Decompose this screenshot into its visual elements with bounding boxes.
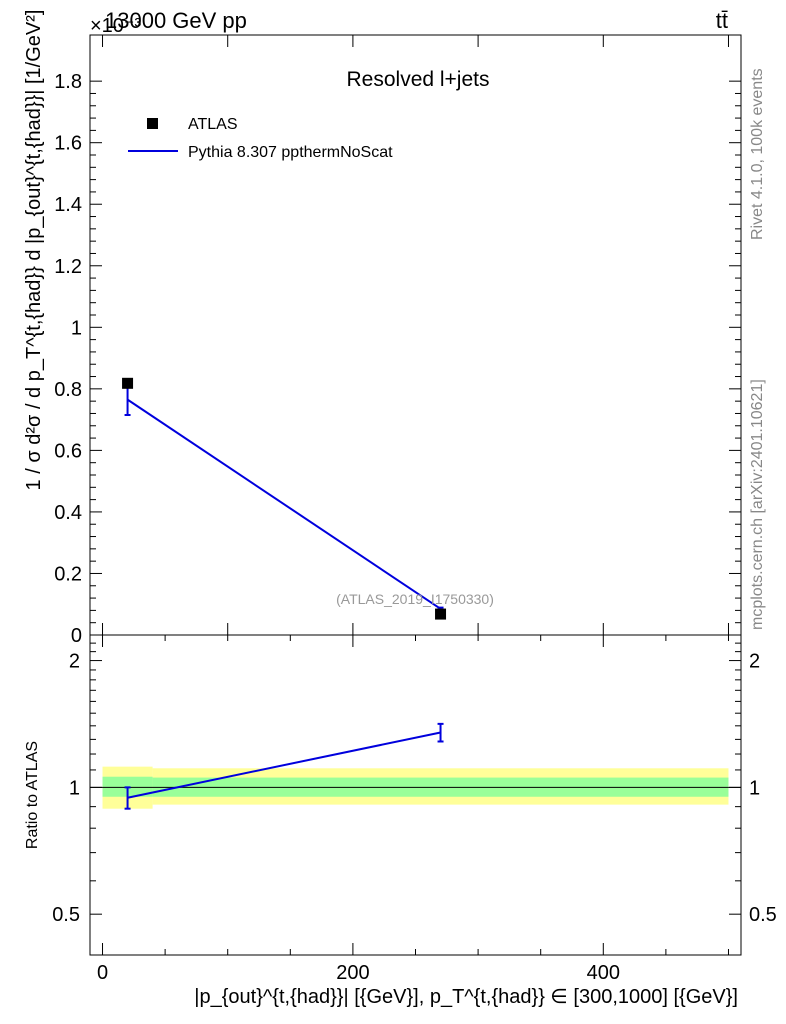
analysis-watermark: (ATLAS_2019_I1750330)	[336, 591, 494, 607]
main-y-tick-label: 0.4	[54, 502, 82, 524]
main-y-tick-label: 1.4	[54, 194, 82, 216]
ratio-panel: 0.5 0.5 1 1 2 2 0 200 400 Ratio to ATLAS |p_{out…	[24, 634, 777, 1008]
process-label: tt̄	[716, 8, 728, 33]
legend-label-atlas: ATLAS	[188, 116, 238, 133]
main-y-tick-label: 1.8	[54, 71, 82, 93]
pythia-line	[127, 398, 442, 610]
ratio-y-tick-label: 1	[69, 777, 80, 799]
ratio-y-tick-label: 2	[69, 651, 80, 673]
ratio-y-tick-label-right: 1	[749, 777, 760, 799]
atlas-data-point	[122, 377, 134, 389]
main-y-tick-label: 1	[71, 317, 82, 339]
main-y-tick-label: 1.2	[54, 256, 82, 278]
ratio-y-tick-label: 0.5	[52, 904, 80, 926]
main-y-axis-label: 1 / σ d²σ / d p_T^{t,{had}} d |p_{out}^{…	[23, 10, 45, 491]
main-y-tick-label: 0.8	[54, 379, 82, 401]
main-y-tick-label: 1.6	[54, 133, 82, 155]
main-y-tick-label: 0.2	[54, 563, 82, 585]
main-y-tick-label: 0.6	[54, 440, 82, 462]
legend-marker-atlas	[147, 118, 158, 129]
ratio-y-tick-label-right: 0.5	[749, 904, 777, 926]
annotation-label: Resolved l+jets	[347, 68, 490, 91]
ratio-line	[127, 731, 441, 799]
ratio-x-tick-label: 400	[587, 962, 620, 984]
chart-title: 13000 GeV pp	[105, 8, 247, 33]
ratio-x-tick-label: 200	[336, 962, 369, 984]
x-axis-label: |p_{out}^{t,{had}}| [{GeV}], p_T^{t,{had…	[194, 986, 738, 1008]
atlas-data-point	[435, 608, 447, 620]
main-y-tick-label: 0	[71, 625, 82, 647]
ratio-y-tick-label-right: 2	[749, 651, 760, 673]
mcplots-label: mcplots.cern.ch [arXiv:2401.10621]	[749, 379, 766, 630]
rivet-label: Rivet 4.1.0, 100k events	[749, 68, 766, 240]
exponent-label: ×10⁻³	[90, 15, 141, 37]
main-panel: 0 0.2 0.4 0.6 0.8 1 1.2 1.4 1.6 1.8 Resolved l+je…	[23, 10, 742, 647]
ratio-x-tick-label: 0	[97, 962, 108, 984]
legend: ATLAS Pythia 8.307 ppthermNoScat	[128, 116, 393, 161]
ratio-y-axis-label: Ratio to ATLAS	[24, 741, 41, 849]
legend-label-pythia: Pythia 8.307 ppthermNoScat	[188, 144, 393, 161]
